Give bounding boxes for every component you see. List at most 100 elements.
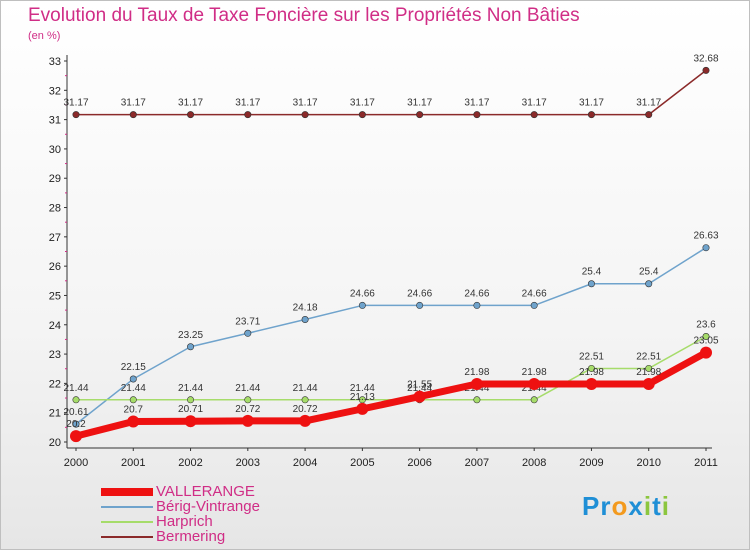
point-bermering xyxy=(72,111,80,119)
point-b-rig-vintrange xyxy=(416,301,424,309)
point-bermering xyxy=(129,111,137,119)
point-harprich xyxy=(244,396,252,404)
data-label-vallerange: 21.98 xyxy=(636,367,661,378)
point-bermering xyxy=(645,111,653,119)
x-tick-label: 2006 xyxy=(407,457,431,469)
point-harprich xyxy=(645,364,653,372)
series-line-harprich xyxy=(76,335,707,401)
data-label-bermering: 31.17 xyxy=(121,98,146,109)
data-label-harprich: 21.44 xyxy=(350,383,375,394)
y-tick-label: 31 xyxy=(49,115,61,127)
y-tick-label: 27 xyxy=(49,232,61,244)
point-bermering xyxy=(587,111,595,119)
data-label-bermering: 31.17 xyxy=(407,98,432,109)
data-label-bermering: 31.17 xyxy=(579,98,604,109)
data-label-bermering: 31.17 xyxy=(464,98,489,109)
point-vallerange xyxy=(700,346,712,359)
point-bermering xyxy=(358,111,366,119)
data-label-b-rig-vintrange: 24.66 xyxy=(522,288,547,299)
y-tick-label: 33 xyxy=(49,56,61,68)
point-harprich xyxy=(587,364,595,372)
point-harprich xyxy=(702,332,710,340)
point-b-rig-vintrange xyxy=(702,244,710,252)
point-vallerange xyxy=(241,414,254,427)
point-vallerange xyxy=(470,377,483,390)
point-vallerange xyxy=(642,377,655,390)
data-label-harprich: 22.51 xyxy=(579,351,604,362)
x-tick-label: 2005 xyxy=(350,457,374,469)
data-label-b-rig-vintrange: 25.4 xyxy=(582,267,602,278)
x-tick-label: 2007 xyxy=(465,457,489,469)
data-label-bermering: 31.17 xyxy=(178,98,203,109)
series-line-vallerange xyxy=(75,349,708,440)
legend-label-vallerange: VALLERANGE xyxy=(156,483,255,500)
point-b-rig-vintrange xyxy=(129,375,137,383)
y-tick-label: 26 xyxy=(49,261,61,273)
data-label-harprich: 21.44 xyxy=(178,383,203,394)
point-b-rig-vintrange xyxy=(358,301,366,309)
y-tick-label: 20 xyxy=(49,437,61,449)
x-tick-label: 2010 xyxy=(636,457,660,469)
data-label-vallerange: 20.71 xyxy=(178,404,203,415)
point-bermering xyxy=(473,111,481,119)
data-label-harprich: 21.44 xyxy=(121,383,146,394)
data-label-vallerange: 21.98 xyxy=(522,367,547,378)
point-vallerange xyxy=(356,402,369,415)
legend-label-bermering: Bermering xyxy=(156,528,226,545)
proxiti-logo: Proxiti xyxy=(582,491,670,521)
y-tick-label: 32 xyxy=(49,85,61,97)
y-axis-unit: (en %) xyxy=(28,30,61,42)
point-b-rig-vintrange xyxy=(72,420,80,428)
data-label-vallerange: 21.55 xyxy=(407,380,432,391)
point-vallerange xyxy=(127,415,140,428)
point-harprich xyxy=(301,396,309,404)
data-label-b-rig-vintrange: 23.71 xyxy=(235,316,260,327)
data-label-b-rig-vintrange: 20.61 xyxy=(63,407,88,418)
data-label-vallerange: 20.7 xyxy=(124,404,144,415)
point-b-rig-vintrange xyxy=(587,280,595,288)
data-label-harprich: 22.51 xyxy=(636,351,661,362)
x-tick-label: 2004 xyxy=(293,457,317,469)
point-bermering xyxy=(416,111,424,119)
point-vallerange xyxy=(585,377,598,390)
legend-swatch-bermering xyxy=(101,536,153,538)
point-bermering xyxy=(187,111,195,119)
data-label-b-rig-vintrange: 24.18 xyxy=(293,302,318,313)
legend-label-berig-vintrange: Bérig-Vintrange xyxy=(156,498,260,515)
x-tick-label: 2011 xyxy=(694,457,718,469)
point-vallerange xyxy=(299,414,312,427)
point-harprich xyxy=(187,396,195,404)
series-line-bermering xyxy=(76,69,707,116)
point-vallerange xyxy=(528,377,541,390)
data-label-vallerange: 21.13 xyxy=(350,392,375,403)
data-label-bermering: 31.17 xyxy=(293,98,318,109)
point-bermering xyxy=(244,111,252,119)
x-tick-label: 2009 xyxy=(579,457,603,469)
point-vallerange xyxy=(413,390,426,403)
point-harprich xyxy=(129,396,137,404)
y-tick-label: 23 xyxy=(49,349,61,361)
data-label-b-rig-vintrange: 23.25 xyxy=(178,330,203,341)
y-tick-label: 30 xyxy=(49,144,61,156)
y-tick-label: 29 xyxy=(49,173,61,185)
legend-swatch-berig-vintrange xyxy=(101,506,153,508)
x-tick-label: 2003 xyxy=(236,457,260,469)
point-vallerange xyxy=(184,415,197,428)
data-label-vallerange: 21.98 xyxy=(464,367,489,378)
data-label-bermering: 32.68 xyxy=(693,53,718,64)
data-label-bermering: 31.17 xyxy=(63,98,88,109)
data-label-vallerange: 21.98 xyxy=(579,367,604,378)
y-tick-label: 25 xyxy=(49,290,61,302)
data-label-b-rig-vintrange: 24.66 xyxy=(407,288,432,299)
point-b-rig-vintrange xyxy=(244,329,252,337)
point-harprich xyxy=(473,396,481,404)
point-vallerange xyxy=(70,430,82,443)
data-label-bermering: 31.17 xyxy=(235,98,260,109)
data-label-vallerange: 20.72 xyxy=(293,404,318,415)
legend-label-harprich: Harprich xyxy=(156,513,213,530)
data-label-b-rig-vintrange: 22.15 xyxy=(121,362,146,373)
data-label-b-rig-vintrange: 25.4 xyxy=(639,267,659,278)
data-label-bermering: 31.17 xyxy=(636,98,661,109)
